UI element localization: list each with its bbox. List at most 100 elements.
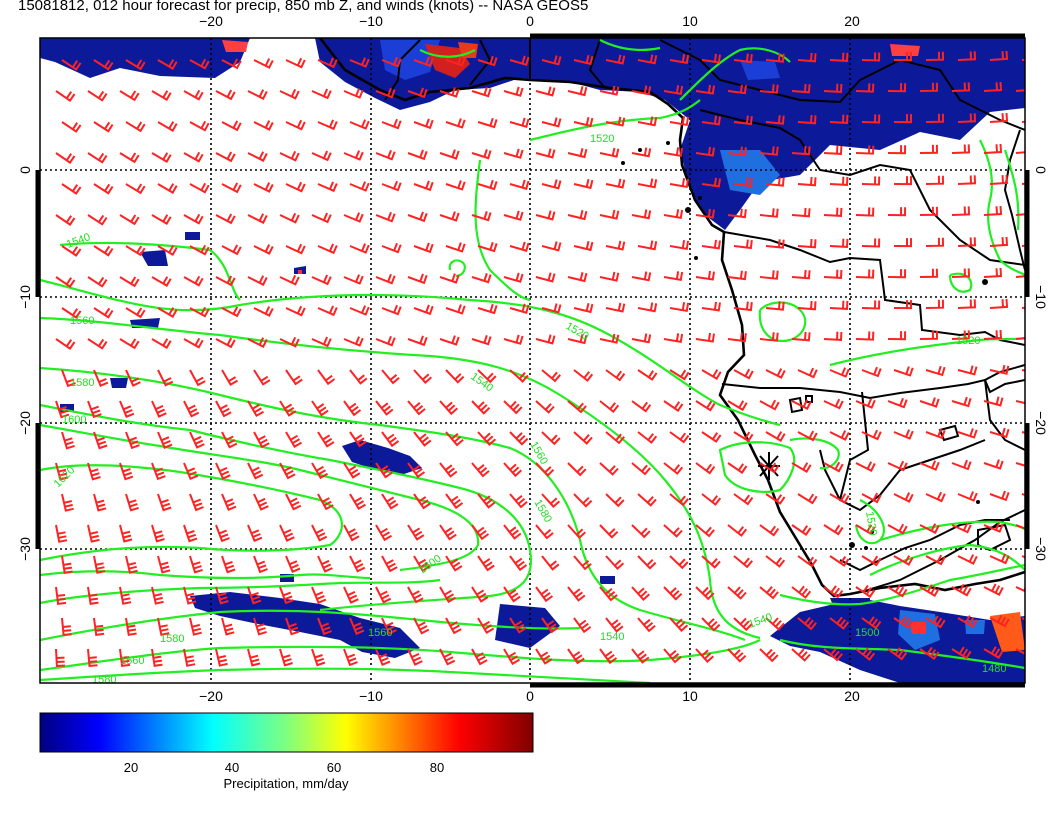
wind-barb bbox=[375, 273, 396, 285]
wind-barb bbox=[765, 239, 785, 249]
wind-barb bbox=[471, 400, 491, 415]
wind-barb bbox=[887, 397, 908, 409]
wind-barb bbox=[349, 493, 367, 510]
wind-barb bbox=[605, 240, 626, 251]
wind-barb bbox=[887, 269, 907, 279]
wind-barb bbox=[663, 462, 684, 475]
wind-barb bbox=[951, 396, 972, 408]
wind-barb bbox=[279, 586, 294, 605]
wind-barb bbox=[829, 430, 850, 441]
contour-label: 1520 bbox=[863, 510, 879, 536]
wind-barb bbox=[861, 176, 881, 186]
wind-barb bbox=[957, 237, 977, 247]
wind-barb bbox=[375, 400, 394, 416]
wind-barb bbox=[855, 83, 875, 93]
wind-barb bbox=[247, 586, 262, 605]
wind-barb bbox=[759, 84, 779, 94]
wind-barb bbox=[311, 88, 332, 100]
wind-barb bbox=[279, 648, 293, 667]
wind-barb bbox=[221, 306, 242, 318]
wind-barb bbox=[733, 239, 753, 250]
colorbar-gradient bbox=[40, 713, 533, 752]
wind-barb bbox=[407, 524, 425, 541]
wind-barb bbox=[861, 300, 881, 310]
contour-label: 1480 bbox=[982, 663, 1006, 675]
wind-barb bbox=[343, 212, 364, 223]
wind-barb bbox=[823, 524, 844, 536]
wind-barb bbox=[855, 461, 876, 472]
wind-barb bbox=[503, 586, 521, 603]
wind-barb bbox=[189, 493, 204, 512]
wind-barb bbox=[343, 648, 358, 667]
wind-barb bbox=[791, 331, 811, 342]
wind-barb bbox=[381, 242, 402, 254]
wind-barb bbox=[253, 431, 270, 449]
wind-barb bbox=[823, 398, 844, 410]
wind-barb bbox=[55, 524, 68, 543]
wind-barb bbox=[439, 335, 460, 346]
wind-barb bbox=[957, 554, 978, 565]
wind-barb bbox=[663, 85, 684, 96]
wind-barb bbox=[317, 243, 338, 255]
wind-barb bbox=[119, 586, 132, 605]
wind-barb bbox=[285, 617, 300, 636]
wind-barb bbox=[759, 399, 780, 411]
wind-barb bbox=[311, 150, 332, 162]
wind-barb bbox=[183, 89, 204, 101]
wind-barb bbox=[823, 83, 843, 93]
wind-barb bbox=[887, 83, 907, 93]
wind-barb bbox=[573, 493, 593, 508]
wind-barb bbox=[791, 207, 811, 218]
wind-barb bbox=[413, 180, 434, 192]
wind-barb bbox=[151, 338, 172, 349]
wind-barb bbox=[221, 617, 235, 636]
wind-barb bbox=[637, 617, 656, 633]
wind-barb bbox=[733, 115, 753, 126]
wind-barb bbox=[599, 209, 620, 220]
wind-barb bbox=[125, 369, 141, 387]
wind-barb bbox=[823, 207, 843, 217]
wind-barb bbox=[567, 86, 588, 97]
wind-barb bbox=[663, 524, 683, 538]
wind-barb bbox=[349, 243, 370, 254]
wind-barb bbox=[477, 555, 495, 572]
wind-barb bbox=[503, 210, 524, 221]
wind-barb bbox=[733, 301, 753, 312]
wind-barb bbox=[989, 364, 1010, 375]
frame-ticks bbox=[35, 33, 1030, 688]
wind-barb bbox=[695, 84, 715, 95]
wind-barb bbox=[983, 267, 1003, 278]
wind-barb bbox=[439, 87, 460, 98]
wind-barb bbox=[189, 306, 210, 318]
wind-barb bbox=[477, 241, 498, 253]
wind-barb bbox=[983, 143, 1003, 154]
wind-barb bbox=[605, 369, 626, 382]
wind-barb bbox=[535, 462, 555, 477]
wind-barb bbox=[279, 150, 300, 162]
wind-barb bbox=[509, 555, 528, 572]
wind-barb bbox=[349, 119, 370, 130]
wind-barb bbox=[669, 302, 690, 312]
wind-barb bbox=[119, 648, 131, 668]
wind-barb bbox=[541, 179, 562, 190]
wind-barb bbox=[765, 53, 785, 63]
wind-barb bbox=[221, 58, 242, 70]
lon-tick-label: 20 bbox=[844, 688, 860, 704]
wind-barb bbox=[823, 648, 843, 662]
wind-barb bbox=[727, 462, 748, 474]
wind-barb bbox=[855, 584, 876, 598]
wind-barb bbox=[215, 275, 236, 287]
wind-barb bbox=[125, 245, 146, 257]
map-grid bbox=[40, 38, 1025, 683]
wind-barb bbox=[605, 302, 626, 313]
wind-barb bbox=[631, 648, 650, 664]
wind-barb bbox=[669, 116, 690, 126]
wind-barb bbox=[381, 118, 402, 130]
wind-barb bbox=[535, 400, 555, 414]
wind-barb bbox=[247, 151, 268, 162]
wind-barb bbox=[189, 555, 203, 574]
wind-barb bbox=[925, 113, 945, 123]
wind-barb bbox=[253, 555, 268, 574]
wind-barb bbox=[861, 52, 881, 62]
wind-barb bbox=[253, 182, 274, 193]
